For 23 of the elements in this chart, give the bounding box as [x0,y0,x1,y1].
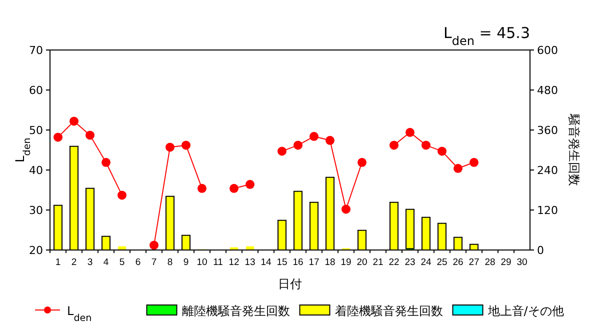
y-tick-label: 40 [29,164,43,177]
chart-title: L$_{den}$ = 45.3 [444,24,530,48]
y-tick-label: 60 [29,84,43,97]
y2-tick-label: 360 [537,124,558,137]
y2-tick-label: 120 [537,204,558,217]
legend-item: 地上音/その他 [452,304,564,318]
y2-tick-label: 0 [537,244,544,257]
legend-item: L$_{den}$ [34,304,92,324]
y2-tick-label: 600 [537,44,558,57]
y2-axis-title: 騒音発生回数 [567,113,581,186]
x-axis-title: 日付 [278,277,302,291]
y2-tick-label: 240 [537,164,558,177]
legend-item: 離陸機騒音発生回数 [146,304,290,318]
legend-label: L$_{den}$ [67,304,92,324]
y-tick-label: 70 [29,44,43,57]
y-tick-label: 50 [29,124,43,137]
y2-tick-label: 480 [537,84,558,97]
legend-label: 着陸機騒音発生回数 [334,304,443,318]
legend-item: 着陸機騒音発生回数 [299,304,443,318]
legend-label: 離陸機騒音発生回数 [182,304,290,318]
legend-label: 地上音/その他 [486,304,564,318]
y-tick-label: 20 [29,244,43,257]
y-tick-label: 30 [29,204,43,217]
